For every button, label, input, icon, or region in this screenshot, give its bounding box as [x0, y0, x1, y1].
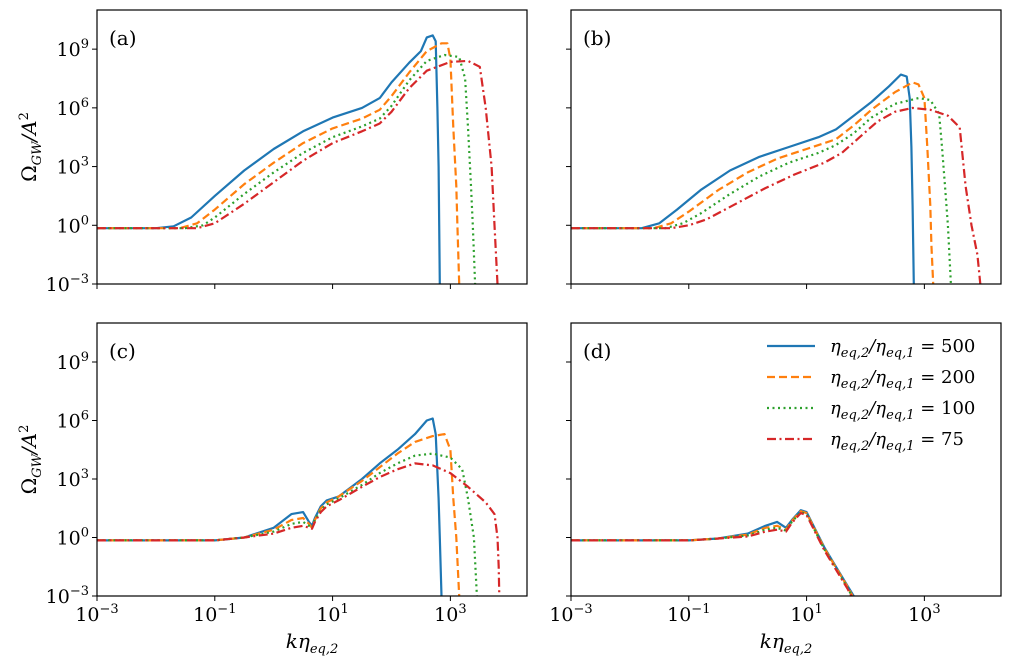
x-tick-label: 10−3	[75, 602, 118, 626]
panel-label: (a)	[109, 26, 137, 50]
y-tick-label: 106	[57, 409, 89, 433]
series-group	[571, 509, 855, 596]
x-tick-label: 10−1	[193, 602, 236, 626]
legend-label-200: ηeq,2/ηeq,1 = 200	[830, 367, 975, 392]
series-line-75	[571, 512, 853, 596]
series-line-500	[97, 34, 441, 284]
series-line-100	[571, 511, 853, 596]
series-line-200	[97, 42, 461, 284]
y-tick-label: 100	[57, 526, 89, 550]
legend: ηeq,2/ηeq,1 = 500 ηeq,2/ηeq,1 = 200 ηeq,2/…	[767, 336, 975, 454]
y-tick-label: 109	[57, 350, 89, 374]
panel-a: 10−3 100 103 106 109 (a) ΩGW/A2	[17, 9, 528, 296]
panel-label: (b)	[583, 26, 611, 50]
axes-frame	[96, 322, 528, 597]
axes-frame	[570, 9, 1002, 285]
y-tick-label: 10−3	[46, 272, 89, 296]
panel-b: (b)	[566, 9, 1002, 289]
series-group	[97, 34, 499, 284]
series-line-100	[571, 97, 952, 284]
axes-frame	[570, 322, 1002, 597]
legend-label-500: ηeq,2/ηeq,1 = 500	[830, 336, 975, 361]
y-axis-label: ΩGW/A2	[17, 112, 45, 182]
x-tick-label: 103	[908, 602, 940, 626]
x-tick-label: 101	[790, 602, 822, 626]
x-tick-label: 101	[316, 602, 348, 626]
axes-frame	[96, 9, 528, 285]
series-line-200	[571, 81, 935, 284]
series-line-200	[97, 433, 461, 596]
x-axis-label: kηeq,2	[286, 629, 339, 657]
y-tick-label: 103	[57, 155, 89, 179]
series-line-75	[97, 59, 499, 284]
panel-d: 10−3 10−1 101 103 (d) kηeq,2 ηeq,2/ηeq,1 = 500…	[549, 322, 1002, 657]
y-tick-label: 106	[57, 96, 89, 120]
y-tick-label: 103	[57, 467, 89, 491]
series-group	[97, 417, 501, 596]
series-line-500	[97, 417, 443, 596]
x-tick-label: 103	[434, 602, 466, 626]
series-line-500	[571, 73, 915, 284]
y-tick-label: 100	[57, 213, 89, 237]
panel-c: 10−3 10−1 101 103 10−3 100 103 106 109 (c) ΩGW/A2 k…	[17, 322, 528, 657]
y-tick-label: 10−3	[46, 584, 89, 608]
x-tick-label: 10−1	[667, 602, 710, 626]
series-line-75	[571, 106, 982, 284]
legend-label-100: ηeq,2/ηeq,1 = 100	[830, 398, 975, 423]
x-axis-label: kηeq,2	[760, 629, 813, 657]
series-group	[571, 73, 982, 284]
panel-label: (c)	[109, 339, 136, 363]
series-line-100	[97, 452, 478, 596]
series-line-100	[97, 53, 477, 284]
y-axis-label: ΩGW/A2	[17, 425, 45, 495]
y-tick-label: 109	[57, 37, 89, 61]
panel-label: (d)	[583, 339, 611, 363]
x-tick-label: 10−3	[549, 602, 592, 626]
legend-label-75: ηeq,2/ηeq,1 = 75	[830, 429, 964, 454]
series-line-75	[97, 462, 501, 596]
